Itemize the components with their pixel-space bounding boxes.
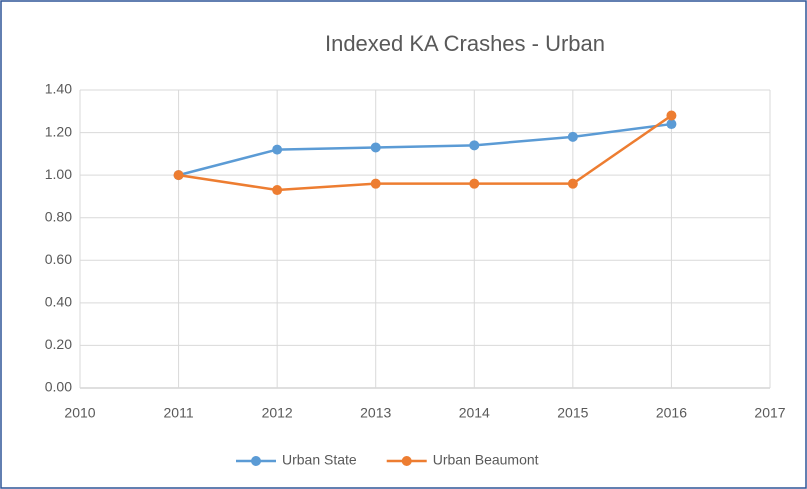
x-tick-label: 2011 [164,405,194,421]
y-tick-label: 0.00 [45,379,72,395]
data-point [272,144,283,155]
data-point [567,178,578,189]
chart-title: Indexed KA Crashes - Urban [325,31,605,56]
data-point [567,131,578,142]
y-tick-label: 0.80 [45,208,72,224]
legend-marker [401,456,412,466]
series-line [178,122,672,177]
data-point [370,142,381,153]
x-tick-label: 2013 [360,405,391,421]
data-point [666,110,677,121]
x-tick-label: 2010 [64,405,95,421]
x-tick-label: 2017 [754,405,785,421]
y-tick-label: 0.20 [45,336,72,352]
data-point [469,178,480,189]
data-point [272,185,283,196]
y-tick-label: 0.40 [45,294,72,310]
data-point [173,170,184,181]
data-point [370,178,381,189]
legend-marker [251,456,261,466]
y-tick-label: 1.00 [45,166,72,182]
data-point [666,119,677,130]
y-tick-label: 1.40 [45,81,72,97]
y-tick-label: 0.60 [45,251,72,267]
legend-label: Urban Beaumont [433,452,539,468]
x-tick-label: 2015 [557,405,588,421]
x-tick-label: 2012 [262,405,293,421]
y-tick-label: 1.20 [45,123,72,139]
legend-label: Urban State [282,452,357,468]
data-point [469,140,480,151]
series-line [178,114,673,192]
x-tick-label: 2014 [459,405,490,421]
x-tick-label: 2016 [656,405,687,421]
